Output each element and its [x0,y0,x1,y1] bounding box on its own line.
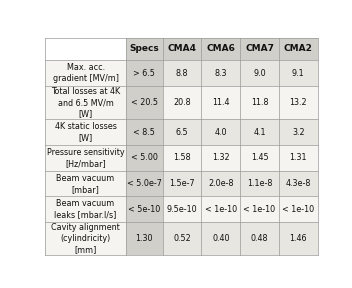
Bar [240,171,279,196]
Text: < 1e-10: < 1e-10 [244,205,276,214]
Text: > 6.5: > 6.5 [133,69,155,78]
Bar [279,222,318,255]
Bar [240,38,279,60]
Bar [240,196,279,222]
Bar [126,171,163,196]
Text: 11.8: 11.8 [251,98,268,107]
Text: Total losses at 4K
and 6.5 MV/m
[W]: Total losses at 4K and 6.5 MV/m [W] [51,87,120,119]
Text: 9.1: 9.1 [292,69,304,78]
Bar [279,38,318,60]
Text: 4.3e-8: 4.3e-8 [285,179,311,188]
Text: 11.4: 11.4 [212,98,230,107]
Bar [201,222,240,255]
Text: Max. acc.
gradient [MV/m]: Max. acc. gradient [MV/m] [52,63,119,83]
Text: 2.0e-8: 2.0e-8 [208,179,233,188]
Bar [163,60,201,86]
Bar [126,38,163,60]
Text: 8.3: 8.3 [214,69,227,78]
Text: 1.58: 1.58 [173,154,191,162]
Text: 0.48: 0.48 [251,234,268,243]
Bar [201,145,240,171]
Text: < 5e-10: < 5e-10 [128,205,161,214]
Bar [279,60,318,86]
Bar [45,196,126,222]
Text: < 5.00: < 5.00 [131,154,158,162]
Text: 1.46: 1.46 [289,234,307,243]
Bar [201,60,240,86]
Text: 0.52: 0.52 [173,234,191,243]
Text: 3.2: 3.2 [292,128,304,137]
Text: 1.31: 1.31 [289,154,307,162]
Bar [163,196,201,222]
Text: < 1e-10: < 1e-10 [282,205,314,214]
Bar [279,196,318,222]
Bar [163,38,201,60]
Bar [163,171,201,196]
Bar [126,222,163,255]
Bar [45,222,126,255]
Text: CMA6: CMA6 [206,44,235,54]
Bar [45,145,126,171]
Bar [279,86,318,120]
Text: 6.5: 6.5 [176,128,188,137]
Bar [45,86,126,120]
Text: 1.5e-7: 1.5e-7 [169,179,195,188]
Text: < 20.5: < 20.5 [131,98,158,107]
Text: 4.1: 4.1 [253,128,266,137]
Text: < 8.5: < 8.5 [133,128,155,137]
Bar [240,145,279,171]
Text: 0.40: 0.40 [212,234,230,243]
Bar [45,60,126,86]
Text: 9.0: 9.0 [253,69,266,78]
Bar [240,60,279,86]
Bar [279,171,318,196]
Text: Beam vacuum
leaks [mbar.l/s]: Beam vacuum leaks [mbar.l/s] [55,199,117,219]
Bar [279,120,318,145]
Bar [163,145,201,171]
Text: CMA2: CMA2 [284,44,313,54]
Text: 1.45: 1.45 [251,154,268,162]
Text: 13.2: 13.2 [289,98,307,107]
Bar [45,38,126,60]
Text: 20.8: 20.8 [173,98,191,107]
Bar [126,60,163,86]
Text: 1.30: 1.30 [136,234,153,243]
Bar [201,38,240,60]
Bar [163,86,201,120]
Bar [279,145,318,171]
Bar [163,120,201,145]
Text: 1.32: 1.32 [212,154,230,162]
Bar [201,120,240,145]
Bar [45,120,126,145]
Bar [201,86,240,120]
Text: 4.0: 4.0 [214,128,227,137]
Bar [201,196,240,222]
Text: Cavity alignment
(cylindricity)
[mm]: Cavity alignment (cylindricity) [mm] [51,223,120,254]
Text: 4K static losses
[W]: 4K static losses [W] [55,122,117,142]
Text: Beam vacuum
[mbar]: Beam vacuum [mbar] [56,174,115,194]
Bar [126,196,163,222]
Text: < 5.0e-7: < 5.0e-7 [127,179,162,188]
Bar [126,86,163,120]
Text: < 1e-10: < 1e-10 [205,205,237,214]
Text: CMA4: CMA4 [168,44,196,54]
Text: Specs: Specs [130,44,159,54]
Bar [240,222,279,255]
Bar [45,171,126,196]
Bar [163,222,201,255]
Bar [240,86,279,120]
Text: 9.5e-10: 9.5e-10 [167,205,197,214]
Bar [201,171,240,196]
Text: CMA7: CMA7 [245,44,274,54]
Bar [126,120,163,145]
Bar [240,120,279,145]
Text: 1.1e-8: 1.1e-8 [247,179,272,188]
Bar [126,145,163,171]
Text: Pressure sensitivity
[Hz/mbar]: Pressure sensitivity [Hz/mbar] [47,148,124,168]
Text: 8.8: 8.8 [176,69,188,78]
